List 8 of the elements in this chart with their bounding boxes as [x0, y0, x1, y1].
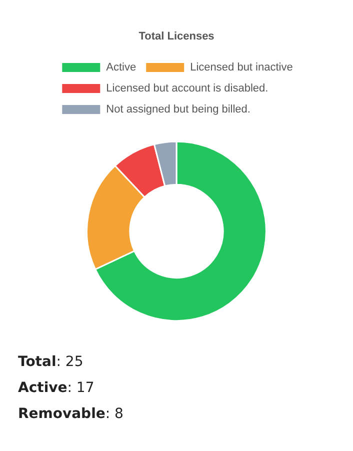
text: Active: 17	[18, 379, 96, 398]
legend-label: Active	[106, 62, 136, 74]
chart-title: Total Licenses	[138, 30, 214, 42]
legend-label: Licensed but inactive	[190, 62, 293, 74]
legend-label: Licensed but account is disabled.	[106, 82, 268, 94]
legend-label: Not assigned but being billed.	[106, 104, 250, 116]
text: Removable: 8	[18, 405, 124, 424]
text: Total: 25	[18, 353, 84, 372]
